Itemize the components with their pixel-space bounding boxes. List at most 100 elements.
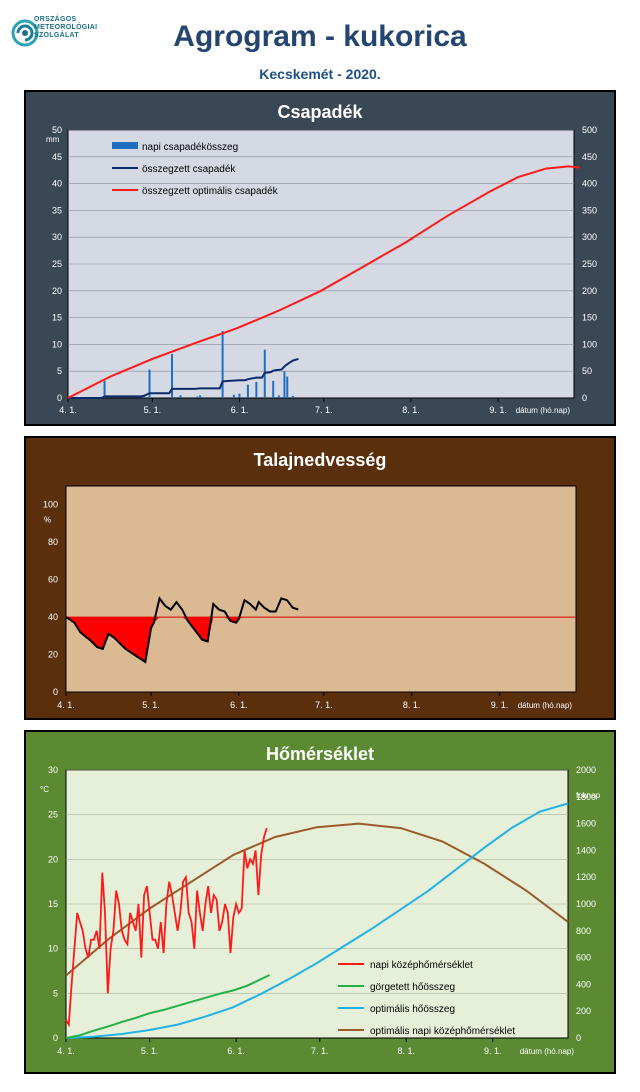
precip-bar [148, 369, 151, 398]
logo-text: ORSZÁGOS METEOROLÓGIAI SZOLGÁLAT [34, 16, 97, 40]
y-left-tick-label: 40 [52, 179, 62, 189]
x-axis-label: dátum (hó.nap) [516, 406, 571, 415]
y-right-tick-label: 200 [582, 286, 597, 296]
x-axis-label: dátum (hó.nap) [520, 1047, 575, 1056]
legend-label: összegzett optimális csapadék [142, 186, 279, 197]
legend-label: napi csapadékösszeg [142, 142, 238, 153]
y-left-unit: mm [46, 135, 60, 144]
y-right-tick-label: 100 [582, 339, 597, 349]
precip-bar [171, 354, 174, 398]
logo-line-3: SZOLGÁLAT [34, 32, 79, 39]
legend-label: optimális napi középhőmérséklet [370, 1026, 515, 1037]
precip-bar [196, 396, 199, 398]
x-tick-label: 5. 1. [142, 700, 160, 710]
optimal-heat-sum-line [65, 802, 569, 1039]
y-left-tick-label: 30 [48, 765, 58, 775]
precipitation-title: Csapadék [277, 102, 363, 122]
precip-bar [286, 376, 289, 398]
logo-swirl-icon [11, 19, 39, 47]
precip-bar [291, 395, 294, 398]
x-tick-label: 7. 1. [311, 1046, 329, 1056]
x-tick-label: 5. 1. [141, 1046, 159, 1056]
legend-label: optimális hőösszeg [370, 1004, 455, 1015]
y-right-tick-label: 1200 [576, 872, 596, 882]
x-tick-label: 4. 1. [59, 405, 77, 415]
precip-bar [179, 395, 182, 398]
y-right-tick-label: 300 [582, 232, 597, 242]
y-right-tick-label: 1800 [576, 792, 596, 802]
y-left-tick-label: 0 [53, 1033, 58, 1043]
precipitation-panel: Csapadék 0 5 10 15 20 25 30 35 40 45 50 0 50 100 150 20… [24, 90, 616, 426]
y-right-tick-label: 400 [582, 179, 597, 189]
y-left-tick-label: 35 [52, 205, 62, 215]
precip-bar [283, 371, 286, 398]
y-tick-label: 60 [48, 575, 58, 585]
y-right-tick-label: 250 [582, 259, 597, 269]
temperature-panel: Hőmérséklet 0 5 10 15 20 25 30 0 200 400 600 800 100… [24, 730, 616, 1074]
x-tick-label: 9. 1. [491, 700, 509, 710]
precip-bar [221, 331, 224, 398]
x-tick-label: 7. 1. [315, 700, 333, 710]
legend-label: görgetett hőösszeg [370, 982, 455, 993]
x-tick-label: 7. 1. [315, 405, 333, 415]
y-left-tick-label: 15 [52, 313, 62, 323]
y-tick-label: 80 [48, 537, 58, 547]
precip-bar [277, 395, 280, 398]
precip-bar [272, 380, 275, 398]
y-right-tick-label: 2000 [576, 765, 596, 775]
cumulative-precip-line [68, 357, 299, 399]
soil-moisture-panel: Talajnedvesség 0 20 40 60 80 100% 4. 1. 5. 1. 6.… [24, 436, 616, 720]
y-right-tick-label: 150 [582, 313, 597, 323]
y-left-tick-label: 50 [52, 125, 62, 135]
y-right-tick-label: 0 [576, 1033, 581, 1043]
y-right-tick-label: 400 [576, 979, 591, 989]
y-left-tick-label: 20 [52, 286, 62, 296]
y-left-tick-label: 0 [57, 393, 62, 403]
y-right-unit: foknap [576, 791, 601, 800]
daily-mean-temp-line [65, 827, 268, 1028]
logo-line-2: METEOROLÓGIAI [34, 24, 98, 31]
y-right-tick-label: 450 [582, 152, 597, 162]
y-left-tick-label: 5 [57, 366, 62, 376]
y-unit: % [44, 516, 51, 525]
precip-bar [199, 395, 202, 398]
y-left-tick-label: 25 [52, 259, 62, 269]
y-left-tick-label: 20 [48, 854, 58, 864]
x-tick-label: 4. 1. [57, 1046, 75, 1056]
x-tick-label: 9. 1. [489, 405, 507, 415]
rolling-heat-sum-line [65, 974, 271, 1039]
y-right-tick-label: 1600 [576, 819, 596, 829]
temperature-title: Hőmérséklet [265, 744, 375, 764]
y-left-tick-label: 45 [52, 152, 62, 162]
x-tick-label: 6. 1. [230, 700, 248, 710]
x-tick-label: 6. 1. [227, 1046, 245, 1056]
page-title: Agrogram - kukorica [173, 20, 467, 53]
legend-label: napi középhőmérséklet [370, 960, 473, 971]
y-right-tick-label: 1000 [576, 899, 596, 909]
y-left-unit: °C [40, 785, 49, 794]
y-right-tick-label: 50 [582, 366, 592, 376]
x-tick-label: 5. 1. [144, 405, 162, 415]
y-right-tick-label: 600 [576, 953, 591, 963]
precip-bar [232, 394, 235, 398]
y-right-tick-label: 350 [582, 205, 597, 215]
soil-moisture-line [65, 596, 299, 664]
y-right-tick-label: 1400 [576, 845, 596, 855]
y-right-tick-label: 0 [582, 393, 587, 403]
precip-bar [246, 384, 249, 398]
soil-deficit-area [66, 617, 299, 662]
legend-swatch [112, 142, 138, 149]
y-tick-label: 100 [43, 500, 58, 510]
y-left-tick-label: 10 [52, 339, 62, 349]
y-left-tick-label: 25 [48, 810, 58, 820]
page-subtitle: Kecskemét - 2020. [259, 66, 381, 82]
x-tick-label: 8. 1. [397, 1046, 415, 1056]
precip-bar [103, 380, 106, 398]
x-tick-label: 6. 1. [231, 405, 249, 415]
x-tick-label: 9. 1. [484, 1046, 502, 1056]
y-right-tick-label: 500 [582, 125, 597, 135]
x-tick-label: 8. 1. [402, 405, 420, 415]
x-tick-label: 8. 1. [403, 700, 421, 710]
y-left-tick-label: 30 [52, 232, 62, 242]
y-tick-label: 0 [53, 687, 58, 697]
